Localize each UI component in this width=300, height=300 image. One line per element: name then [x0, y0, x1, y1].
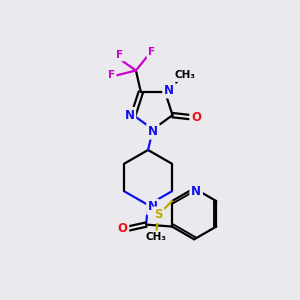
Text: CH₃: CH₃: [146, 232, 167, 242]
Text: N: N: [164, 84, 174, 97]
Text: S: S: [154, 208, 163, 221]
Text: O: O: [191, 111, 201, 124]
Text: N: N: [148, 125, 158, 138]
Text: N: N: [191, 185, 201, 198]
Text: F: F: [108, 70, 115, 80]
Text: F: F: [116, 50, 123, 60]
Text: F: F: [148, 47, 155, 57]
Text: CH₃: CH₃: [174, 70, 195, 80]
Text: O: O: [118, 222, 128, 235]
Text: N: N: [124, 109, 134, 122]
Text: N: N: [148, 200, 158, 213]
